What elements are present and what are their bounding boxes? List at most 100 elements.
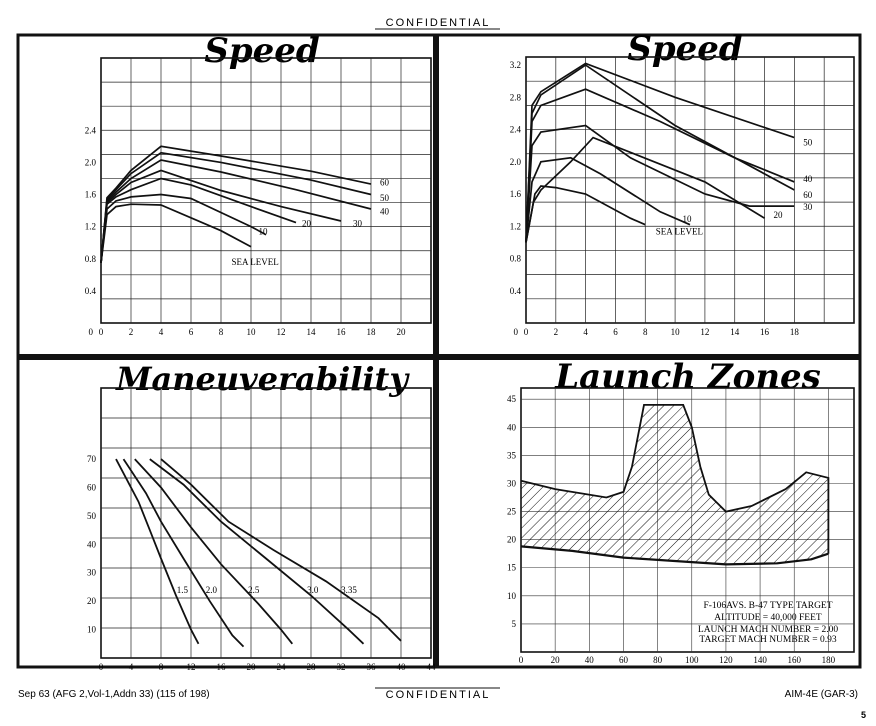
- chart-launch-zones: 5 10 15 20 25 30 35 40 45 0 20 40 60 80 100 120 140 160 18…: [507, 387, 855, 665]
- launch-zone-lower-boundary: [520, 545, 829, 566]
- max-speed-series-label: 50: [803, 138, 813, 148]
- max-speed-x-tick-label: 18: [790, 327, 800, 337]
- max-speed-y-tick-label: 1.6: [510, 189, 522, 199]
- launch-zones-info-line: ALTITUDE = 40,000 FEET: [714, 613, 822, 623]
- best-climb-plot-frame: [100, 57, 432, 324]
- footer-right-designation: AIM-4E (GAR-3): [785, 689, 858, 700]
- best-climb-series-line: [100, 151, 372, 263]
- maneuver-x-tick-label: 20: [247, 662, 257, 672]
- max-speed-x-tick-label: 4: [583, 327, 588, 337]
- best-climb-series-line: [100, 177, 297, 263]
- launch-zones-y-tick-label: 20: [507, 535, 517, 545]
- best-climb-series-line: [100, 203, 252, 263]
- launch-zones-x-tick-label: 0: [519, 655, 524, 665]
- chart-best-climb-speed: 0 2 4 6 8 10 12 14 16 18 20 0.4 0.8 1.2 1.6 2.0 2.4 0 SEA …: [85, 57, 432, 337]
- maneuver-x-tick-label: 24: [277, 662, 287, 672]
- maneuver-mach-label: 1.5: [177, 585, 189, 595]
- launch-zone-upper-boundary: [520, 404, 830, 554]
- max-speed-x-tick-label: 6: [613, 327, 618, 337]
- best-climb-x-tick-label: 2: [129, 327, 134, 337]
- best-climb-series-label: 50: [380, 193, 390, 203]
- best-climb-series-line: [100, 193, 267, 263]
- launch-zones-y-tick-label: 15: [507, 563, 517, 573]
- maneuver-mach-label: 3.0: [307, 585, 319, 595]
- maneuver-x-tick-label: 32: [337, 662, 346, 672]
- best-climb-series-label: 60: [380, 178, 390, 188]
- max-speed-series-label: 30: [803, 202, 813, 212]
- max-speed-y-tick-label: 3.2: [510, 60, 521, 70]
- best-climb-series-label: 30: [353, 219, 363, 229]
- max-speed-series-label: SEA LEVEL: [656, 226, 703, 236]
- maneuver-series-line: [134, 458, 294, 645]
- best-climb-series-line: [100, 169, 342, 263]
- maneuver-y-tick-label: 60: [87, 482, 97, 492]
- maneuver-series-line: [160, 458, 402, 642]
- maneuver-y-tick-label: 20: [87, 596, 97, 606]
- max-speed-series-line: [525, 185, 646, 243]
- launch-zones-y-tick-label: 40: [507, 422, 517, 432]
- maneuver-series-line: [122, 458, 245, 648]
- max-speed-y-tick-label: 2.8: [510, 92, 522, 102]
- launch-zones-y-tick-label: 5: [512, 619, 517, 629]
- max-speed-x-tick-label: 8: [643, 327, 648, 337]
- launch-zones-y-tick-label: 30: [507, 478, 517, 488]
- launch-zones-info-line: LAUNCH MACH NUMBER = 2.00: [698, 625, 838, 635]
- maneuver-series-line: [149, 458, 365, 645]
- panel-title-launch-zones: Launch Zones: [554, 357, 821, 397]
- maneuver-mach-label: 2.0: [206, 585, 218, 595]
- max-speed-series-label: 10: [683, 214, 693, 224]
- best-climb-series-label: 10: [259, 227, 269, 237]
- best-climb-x-tick-label: 4: [159, 327, 164, 337]
- best-climb-x-tick-label: 20: [397, 327, 407, 337]
- max-speed-series-line: [525, 62, 795, 243]
- max-speed-plot-frame: [525, 56, 855, 324]
- launch-zone-hatched-area: [521, 404, 829, 565]
- maneuver-x-tick-label: 8: [159, 662, 164, 672]
- best-climb-series-line: [100, 145, 372, 263]
- best-climb-x-tick-label: 18: [367, 327, 377, 337]
- launch-zones-x-tick-label: 100: [685, 655, 699, 665]
- maneuver-x-tick-label: 36: [367, 662, 377, 672]
- best-climb-series-line: [100, 159, 372, 263]
- best-climb-y-tick-label: 1.6: [85, 190, 97, 200]
- max-speed-series-line: [525, 136, 765, 243]
- launch-zones-x-tick-label: 60: [619, 655, 629, 665]
- best-climb-series-label: 20: [302, 219, 312, 229]
- best-climb-x-tick-label: 6: [189, 327, 194, 337]
- launch-zones-y-tick-label: 35: [507, 450, 517, 460]
- best-climb-x-tick-label: 8: [219, 327, 224, 337]
- launch-zones-x-tick-label: 120: [719, 655, 733, 665]
- maneuver-y-tick-label: 10: [87, 625, 97, 635]
- maneuver-plot-frame: [100, 387, 432, 659]
- max-speed-series-label: 40: [803, 174, 813, 184]
- maneuver-y-tick-label: 50: [87, 511, 97, 521]
- max-speed-y-tick-label: 0.4: [510, 286, 522, 296]
- maneuver-x-tick-label: 44: [427, 662, 437, 672]
- maneuver-y-tick-label: 70: [87, 454, 97, 464]
- max-speed-origin-label: 0: [514, 327, 519, 337]
- launch-zones-x-tick-label: 180: [822, 655, 836, 665]
- launch-zones-y-tick-label: 45: [507, 394, 517, 404]
- maneuver-mach-label: 2.5: [248, 585, 260, 595]
- max-speed-y-tick-label: 1.2: [510, 221, 521, 231]
- footer-left-reference: Sep 63 (AFG 2,Vol-1,Addn 33) (115 of 198…: [18, 689, 210, 700]
- launch-zones-x-tick-label: 40: [585, 655, 595, 665]
- maneuver-x-tick-label: 28: [307, 662, 317, 672]
- launch-zones-info-line: TARGET MACH NUMBER = 0.93: [699, 635, 836, 645]
- maneuver-y-tick-label: 30: [87, 568, 97, 578]
- max-speed-x-tick-label: 10: [671, 327, 681, 337]
- launch-zones-x-tick-label: 140: [753, 655, 767, 665]
- header-confidential-stamp: CONFIDENTIAL: [386, 17, 491, 29]
- max-speed-series-label: 20: [773, 210, 783, 220]
- maneuver-x-tick-label: 4: [129, 662, 134, 672]
- best-climb-x-tick-label: 16: [337, 327, 347, 337]
- maneuver-mach-label: 3.35: [341, 585, 357, 595]
- footer-confidential-stamp: CONFIDENTIAL: [386, 689, 491, 701]
- max-speed-y-tick-label: 2.4: [510, 125, 522, 135]
- maneuver-x-tick-label: 16: [217, 662, 227, 672]
- max-speed-x-tick-label: 2: [554, 327, 559, 337]
- panel-title-speed-left: Speed: [204, 31, 320, 71]
- best-climb-y-tick-label: 2.0: [85, 157, 97, 167]
- maneuver-y-tick-label: 40: [87, 539, 97, 549]
